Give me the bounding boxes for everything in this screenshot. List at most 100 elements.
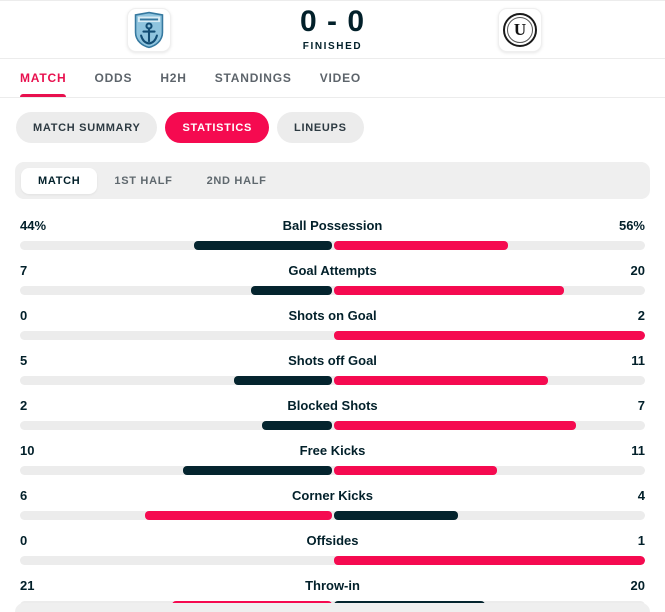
home-bar-half <box>20 511 333 520</box>
home-bar <box>144 511 332 520</box>
match-status: FINISHED <box>302 41 363 52</box>
home-value: 44% <box>20 218 47 233</box>
away-bar-half <box>333 376 646 385</box>
away-bar-half <box>333 511 646 520</box>
stat-line: 0 Offsides 1 <box>20 527 645 549</box>
period-match[interactable]: MATCH <box>21 167 98 194</box>
away-bar-half <box>333 241 646 250</box>
home-bar <box>183 466 332 475</box>
match-score: 0 - 0 <box>299 5 366 38</box>
stat-label: Goal Attempts <box>288 263 377 278</box>
tab-h2h[interactable]: H2H <box>160 71 187 85</box>
anchor-icon <box>140 22 158 45</box>
home-bar-half <box>20 556 333 565</box>
away-bar <box>333 286 565 295</box>
stat-label: Shots off Goal <box>288 353 377 368</box>
statistics-list: 44% Ball Possession 56% 7 Goal Attempts … <box>0 212 665 612</box>
stat-bar-track <box>20 331 645 340</box>
away-bar <box>333 466 497 475</box>
stat-row: 5 Shots off Goal 11 <box>0 347 665 392</box>
away-bar <box>333 241 508 250</box>
stat-row: 6 Corner Kicks 4 <box>0 482 665 527</box>
stat-row: 0 Shots on Goal 2 <box>0 302 665 347</box>
stat-line: 5 Shots off Goal 11 <box>20 347 645 369</box>
stat-row: 44% Ball Possession 56% <box>0 212 665 257</box>
away-bar-half <box>333 421 646 430</box>
stat-bar-track <box>20 511 645 520</box>
home-value: 21 <box>20 578 35 593</box>
home-team-logo[interactable] <box>127 8 171 52</box>
away-value: 11 <box>631 443 646 458</box>
u-letter: U <box>513 20 527 39</box>
home-bar-half <box>20 241 333 250</box>
home-value: 7 <box>20 263 28 278</box>
away-value: 20 <box>630 578 646 593</box>
stat-row: 7 Goal Attempts 20 <box>0 257 665 302</box>
period-selector: MATCH 1ST HALF 2ND HALF <box>15 162 650 199</box>
tab-odds[interactable]: ODDS <box>94 71 133 85</box>
away-bar-half <box>333 286 646 295</box>
home-bar <box>234 376 332 385</box>
stat-label: Ball Possession <box>282 218 383 233</box>
home-value: 2 <box>20 398 28 413</box>
away-value: 20 <box>630 263 646 278</box>
home-value: 0 <box>20 533 28 548</box>
period-2nd-half[interactable]: 2ND HALF <box>190 168 284 194</box>
shield-anchor-icon <box>134 11 164 49</box>
stat-bar-track <box>20 286 645 295</box>
stat-bar-track <box>20 241 645 250</box>
away-value: 11 <box>631 353 645 368</box>
home-bar <box>262 421 332 430</box>
away-value: 4 <box>637 488 646 503</box>
stat-line: 2 Blocked Shots 7 <box>20 392 645 414</box>
u-crest-icon: U <box>503 13 537 47</box>
tab-video[interactable]: VIDEO <box>319 71 362 85</box>
stat-line: 0 Shots on Goal 2 <box>20 302 645 324</box>
stat-label: Shots on Goal <box>288 308 377 323</box>
stat-line: 44% Ball Possession 56% <box>20 212 645 234</box>
stat-bar-track <box>20 466 645 475</box>
tab-match[interactable]: MATCH <box>20 59 67 97</box>
pill-match-summary[interactable]: MATCH SUMMARY <box>16 112 158 143</box>
home-bar <box>194 241 332 250</box>
home-bar-half <box>20 331 333 340</box>
next-section-edge <box>15 603 650 612</box>
home-bar-half <box>20 421 333 430</box>
stat-label: Corner Kicks <box>292 488 373 503</box>
home-bar-half <box>20 286 333 295</box>
home-value: 5 <box>20 353 28 368</box>
period-1st-half[interactable]: 1ST HALF <box>97 168 189 194</box>
away-team-logo[interactable]: U <box>498 8 542 52</box>
away-bar <box>333 556 645 565</box>
away-bar-half <box>333 331 645 340</box>
home-value: 0 <box>20 308 28 323</box>
score-block: 0 - 0 FINISHED <box>0 5 665 52</box>
stat-row: 0 Offsides 1 <box>0 527 665 572</box>
stat-label: Throw-in <box>305 578 360 593</box>
section-tabs: MATCH SUMMARY STATISTICS LINEUPS <box>0 98 665 143</box>
away-value: 7 <box>637 398 646 413</box>
pill-statistics[interactable]: STATISTICS <box>165 112 270 143</box>
match-header: 0 - 0 FINISHED U <box>0 1 665 59</box>
stat-bar-track <box>20 421 645 430</box>
stat-line: 10 Free Kicks 11 <box>20 437 645 459</box>
stat-bar-track <box>20 376 645 385</box>
stat-label: Offsides <box>306 533 359 548</box>
stat-row: 2 Blocked Shots 7 <box>0 392 665 437</box>
stat-bar-track <box>20 556 645 565</box>
away-value: 56% <box>618 218 645 233</box>
away-bar-half <box>333 556 645 565</box>
pill-lineups[interactable]: LINEUPS <box>277 112 364 143</box>
home-bar-half <box>20 376 333 385</box>
stat-label: Free Kicks <box>299 443 366 458</box>
stat-row: 10 Free Kicks 11 <box>0 437 665 482</box>
away-bar <box>333 511 459 520</box>
tab-standings[interactable]: STANDINGS <box>214 71 292 85</box>
away-bar <box>333 376 548 385</box>
away-bar <box>333 421 576 430</box>
home-bar <box>250 286 332 295</box>
away-bar <box>333 331 645 340</box>
home-value: 10 <box>20 443 35 458</box>
stat-line: 21 Throw-in 20 <box>20 572 645 594</box>
